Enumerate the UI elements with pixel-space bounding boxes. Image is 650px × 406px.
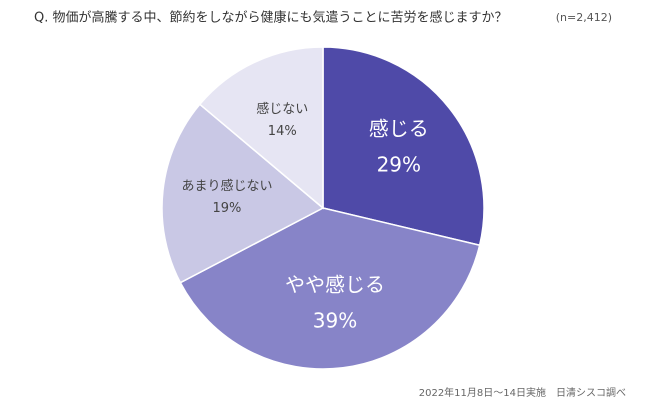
pie-slice [198,46,324,210]
slice-label: あまり感じない [181,178,272,194]
pie-slice [322,46,485,247]
slice-label: やや感じる [285,272,385,296]
slice-value-label: 19% [213,201,242,216]
pie-slice [161,103,325,284]
pie-slice [179,207,481,370]
chart-subtitle: (n=2,412) [556,11,612,24]
source-note: 2022年11月8日～14日実施 日清シスコ調べ [419,386,626,399]
slice-label: 感じる [369,117,429,141]
slice-value-label: 29% [377,153,421,177]
slice-value-label: 39% [313,308,357,332]
chart-title: Q. 物価が高騰する中、節約をしながら健康にも気遣うことに苦労を感じますか？ [34,10,508,26]
slice-value-label: 14% [268,124,297,139]
slice-label: 感じない [256,101,308,117]
